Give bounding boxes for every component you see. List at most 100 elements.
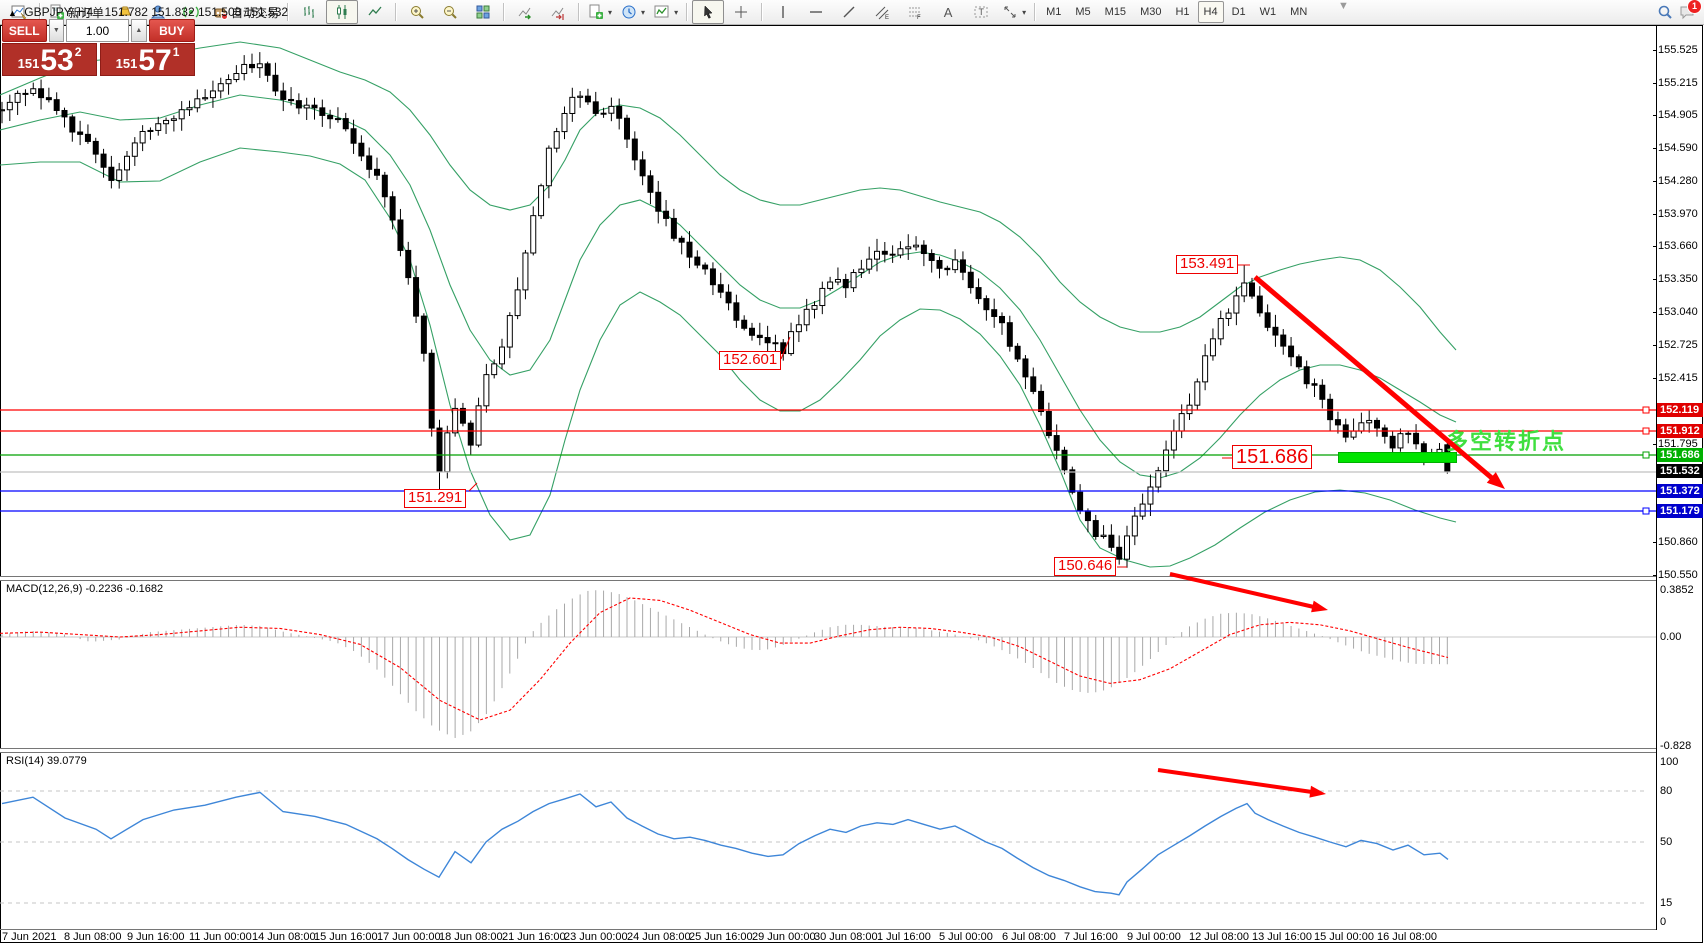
macd-panel-canvas[interactable] <box>0 579 1656 749</box>
price-tick-label: 150.550 <box>1653 569 1698 581</box>
candlestick-mode-button[interactable] <box>326 0 359 24</box>
svg-text:F: F <box>917 15 921 20</box>
auto-scroll-icon <box>518 7 532 20</box>
timeframe-button-d1[interactable]: D1 <box>1231 6 1246 18</box>
new-order-label: 新订单 <box>68 5 105 20</box>
clock-icon <box>622 5 636 19</box>
signals-button[interactable] <box>175 0 207 24</box>
price-tick-label: 152.725 <box>1653 339 1698 351</box>
text-label-icon: T <box>974 6 988 18</box>
buy-price-button[interactable]: 151 57 1 <box>100 43 195 76</box>
crosshair-icon <box>735 6 748 18</box>
price-line-badge: 151.372 <box>1657 484 1703 498</box>
new-chart-icon <box>11 5 27 20</box>
equidistant-channel-tool-button[interactable]: E <box>866 0 898 24</box>
vertical-line-tool-button[interactable] <box>767 0 799 24</box>
new-chart-button[interactable] <box>3 0 35 24</box>
time-axis-label: 30 Jun 08:00 <box>814 931 878 943</box>
new-order-button[interactable]: 新订单 <box>45 0 108 24</box>
indicators-menu-button[interactable]: ▾ <box>650 0 682 24</box>
indicator-axis-label: 50 <box>1660 836 1673 848</box>
rsi-panel-separator[interactable] <box>0 748 1656 753</box>
profile-icon <box>150 5 166 19</box>
toolbar-separator <box>287 3 290 21</box>
volume-increase-button[interactable]: ▲ <box>131 19 147 42</box>
price-line-badge: 151.179 <box>1657 504 1703 518</box>
text-label-tool-button[interactable]: T <box>965 0 997 24</box>
time-axis-label: 8 Jun 08:00 <box>64 931 122 943</box>
gold-button[interactable] <box>109 0 141 24</box>
time-axis-label: 5 Jul 00:00 <box>939 931 993 943</box>
timeframe-button-m1[interactable]: M1 <box>1046 6 1062 18</box>
volume-input[interactable] <box>66 19 130 42</box>
auto-scroll-button[interactable] <box>509 0 541 24</box>
crosshair-tool-button[interactable] <box>725 0 757 24</box>
toolbar-separator <box>578 3 581 21</box>
vertical-line-icon <box>782 6 784 18</box>
notification-badge: 1 <box>1687 0 1702 14</box>
timeframe-button-h4[interactable]: H4 <box>1197 1 1224 23</box>
horizontal-line-tool-button[interactable] <box>800 0 832 24</box>
toolbar-right-group: 1 <box>1657 0 1702 20</box>
notifications-button[interactable]: 1 <box>1679 0 1702 20</box>
line-chart-mode-button[interactable] <box>359 0 391 24</box>
cursor-icon <box>704 5 713 19</box>
arrows-menu-button[interactable]: ▾ <box>998 0 1030 24</box>
trendline-tool-button[interactable] <box>833 0 865 24</box>
toolbar-separator <box>395 3 398 21</box>
text-tool-icon: A <box>943 4 953 20</box>
price-tick-label: 154.590 <box>1653 142 1698 154</box>
macd-panel-separator[interactable] <box>0 576 1656 581</box>
main-chart-canvas[interactable] <box>0 25 1656 577</box>
ask-big-figure: 57 <box>138 44 172 77</box>
timeframe-button-m30[interactable]: M30 <box>1140 6 1162 18</box>
periods-menu-button[interactable]: ▾ <box>617 0 649 24</box>
window-scroll-marker-icon[interactable]: ▼ <box>1338 0 1349 12</box>
ask-pip-fraction: 1 <box>172 45 180 59</box>
timeframe-button-w1[interactable]: W1 <box>1259 6 1277 18</box>
support-highlight-bar[interactable] <box>1338 452 1457 463</box>
toolbar-separator <box>503 3 506 21</box>
trendline-icon <box>843 6 855 18</box>
timeframe-button-h1[interactable]: H1 <box>1175 6 1190 18</box>
chart-shift-button[interactable] <box>542 0 574 24</box>
horizontal-line-icon <box>810 11 823 13</box>
price-text-label[interactable]: 153.491 <box>1176 255 1239 274</box>
time-axis-label: 17 Jun 00:00 <box>377 931 441 943</box>
time-axis-label: 13 Jul 16:00 <box>1252 931 1312 943</box>
price-tick-label: 154.905 <box>1653 109 1698 121</box>
price-text-label[interactable]: 152.601 <box>719 351 782 370</box>
price-text-label[interactable]: 150.646 <box>1054 557 1117 576</box>
cursor-tool-button[interactable] <box>692 0 725 24</box>
rsi-panel-canvas[interactable] <box>0 751 1656 929</box>
price-text-label[interactable]: 151.686 <box>1232 445 1313 469</box>
text-tool-button[interactable]: A <box>932 0 964 24</box>
profile-button[interactable] <box>142 0 174 24</box>
search-icon[interactable] <box>1657 4 1673 20</box>
volume-decrease-button[interactable]: ▼ <box>48 19 65 42</box>
price-tick-label: 152.415 <box>1653 372 1698 384</box>
candlestick-icon <box>337 5 347 19</box>
zoom-in-icon <box>411 6 424 19</box>
price-text-label[interactable]: 151.291 <box>404 489 467 508</box>
indicators-icon <box>654 5 669 18</box>
fibonacci-tool-button[interactable]: F <box>899 0 931 24</box>
sell-price-button[interactable]: 151 53 2 <box>2 43 97 76</box>
indicator-axis-label: 0.00 <box>1660 631 1682 643</box>
chinese-annotation[interactable]: 多空转折点 <box>1446 429 1567 454</box>
chart-ohlc-values: 151.782 151.832 151.508 151.532 <box>104 5 289 19</box>
zoom-out-button[interactable] <box>434 0 466 24</box>
chart-title: ▲ GBPJPY-,H4 151.782 151.832 151.508 151… <box>8 5 288 19</box>
zoom-in-button[interactable] <box>401 0 433 24</box>
new-order-menu-button[interactable]: ▾ <box>584 0 616 24</box>
buy-button[interactable]: BUY <box>148 19 196 42</box>
tile-windows-button[interactable] <box>467 0 499 24</box>
sell-button[interactable]: SELL <box>2 19 47 42</box>
timeframe-button-mn[interactable]: MN <box>1290 6 1308 18</box>
collapse-arrow-icon[interactable]: ▲ <box>8 8 17 18</box>
bar-chart-mode-button[interactable] <box>293 0 325 24</box>
timeframe-button-m5[interactable]: M5 <box>1075 6 1091 18</box>
auto-trading-button[interactable]: 自动交易 <box>208 0 283 24</box>
timeframe-button-m15[interactable]: M15 <box>1104 6 1127 18</box>
toolbar-separator <box>39 3 41 21</box>
